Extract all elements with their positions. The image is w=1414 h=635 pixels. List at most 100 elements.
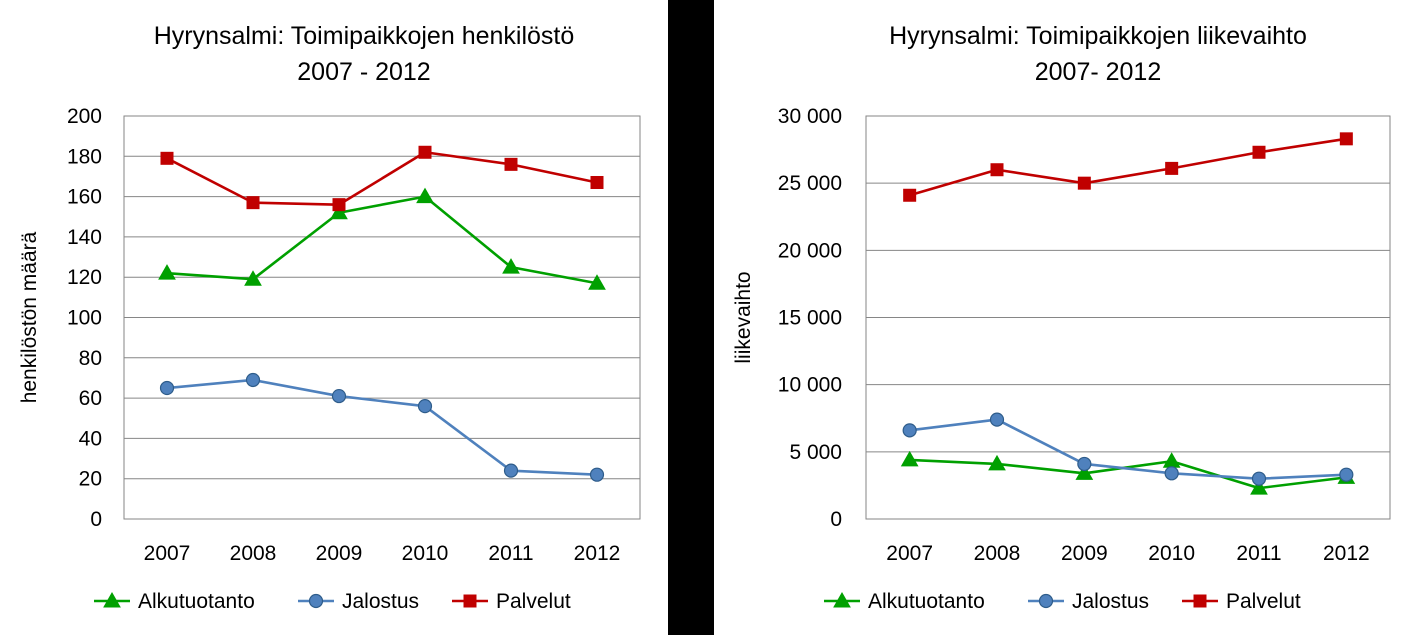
legend-marker [103, 591, 121, 608]
data-point [1075, 464, 1094, 480]
data-point [1339, 132, 1353, 146]
legend-label: Palvelut [496, 590, 571, 613]
chart-henkilosto: Hyrynsalmi: Toimipaikkojen henkilöstö200… [18, 22, 641, 613]
y-tick-label: 80 [79, 347, 102, 370]
y-tick-label: 25 000 [778, 172, 842, 195]
series-alkutuotanto [158, 187, 606, 290]
legend-label: Jalostus [1072, 590, 1149, 613]
x-tick-label: 2007 [886, 542, 933, 565]
legend-label: Alkutuotanto [138, 590, 255, 613]
legend-item: Jalostus [1028, 590, 1149, 613]
y-tick-label: 200 [67, 105, 102, 128]
data-point [988, 454, 1006, 471]
y-tick-label: 60 [79, 387, 102, 410]
series-palvelut [160, 145, 604, 212]
chart-liikevaihto: Hyrynsalmi: Toimipaikkojen liikevaihto 20… [732, 22, 1391, 613]
x-tick-label: 2009 [316, 542, 363, 565]
series-line [909, 137, 1347, 197]
series-jalostus [159, 372, 605, 482]
y-tick-label: 30 000 [778, 105, 842, 128]
data-point [160, 151, 174, 165]
x-tick-label: 2012 [1323, 542, 1370, 565]
data-point [1164, 466, 1179, 481]
series-line [909, 458, 1347, 490]
data-point [900, 450, 919, 467]
data-point [158, 264, 176, 280]
chart-title-line: 2007 - 2012 [297, 58, 430, 86]
data-point [1250, 479, 1268, 495]
y-tick-label: 15 000 [778, 307, 842, 330]
x-tick-label: 2010 [402, 542, 449, 565]
data-point [902, 423, 917, 438]
data-point [332, 198, 346, 212]
data-point [1252, 145, 1266, 159]
x-tick-label: 2011 [488, 542, 533, 565]
y-tick-label: 5 000 [789, 441, 842, 464]
legend-item: Palvelut [1182, 590, 1301, 613]
data-point [416, 187, 434, 204]
data-point [590, 175, 604, 189]
chart-title-line: Hyrynsalmi: Toimipaikkojen henkilöstö [154, 22, 575, 50]
data-point [330, 203, 348, 220]
data-point [1165, 161, 1179, 175]
data-point [1077, 456, 1092, 472]
data-point [589, 467, 605, 482]
y-tick-label: 100 [67, 307, 102, 330]
y-tick-label: 0 [90, 508, 102, 531]
legend-marker [1193, 594, 1207, 608]
y-tick-label: 160 [67, 186, 102, 209]
y-tick-label: 20 000 [778, 239, 842, 262]
x-tick-label: 2010 [1148, 542, 1195, 565]
data-point [1251, 471, 1267, 486]
legend-marker [463, 594, 477, 608]
x-tick-label: 2009 [1061, 542, 1108, 565]
legend-item: Alkutuotanto [824, 590, 985, 613]
chart-title-line: Hyrynsalmi: Toimipaikkojen liikevaihto [889, 22, 1307, 50]
data-point [418, 145, 432, 159]
data-point [990, 163, 1004, 177]
data-point [502, 258, 520, 274]
data-point [245, 372, 261, 388]
panel-divider [668, 0, 714, 635]
y-tick-label: 120 [67, 266, 102, 289]
data-point [244, 270, 262, 286]
x-tick-label: 2011 [1236, 542, 1281, 565]
data-point [588, 274, 606, 290]
y-tick-label: 0 [830, 508, 842, 531]
y-tick-label: 10 000 [778, 374, 842, 397]
data-point [331, 388, 347, 404]
legend-label: Alkutuotanto [868, 590, 985, 613]
data-point [1339, 467, 1354, 482]
legend-marker [1038, 593, 1054, 609]
plot-area [123, 115, 641, 520]
series-line [166, 378, 598, 476]
data-point [503, 463, 519, 478]
y-tick-label: 180 [67, 145, 102, 168]
legend-label: Palvelut [1226, 590, 1301, 613]
chart-panel-henkilosto: Hyrynsalmi: Toimipaikkojen henkilöstö 200… [0, 0, 668, 635]
x-tick-label: 2012 [574, 542, 621, 565]
y-axis-title: henkilöstön määrä [18, 231, 41, 403]
series-palvelut [903, 132, 1353, 202]
series-line [166, 195, 598, 285]
chart-title-line: 2007- 2012 [1035, 58, 1162, 86]
series-jalostus [902, 412, 1354, 486]
x-tick-label: 2008 [974, 542, 1021, 565]
data-point [159, 380, 175, 396]
y-tick-label: 140 [67, 226, 102, 249]
legend-marker [308, 593, 324, 609]
x-tick-label: 2008 [230, 542, 277, 565]
series-alkutuotanto [900, 450, 1356, 495]
y-tick-label: 40 [79, 427, 102, 450]
legend-label: Jalostus [342, 590, 419, 613]
legend-item: Alkutuotanto [94, 590, 255, 613]
data-point [1077, 176, 1091, 190]
legend-item: Jalostus [298, 590, 419, 613]
plot-area [865, 115, 1391, 520]
chart-panel-liikevaihto: Hyrynsalmi: Toimipaikkojen liikevaihto 20… [714, 0, 1414, 635]
data-point [246, 196, 260, 210]
y-tick-label: 20 [79, 468, 102, 491]
data-point [903, 188, 917, 202]
series-line [166, 150, 598, 206]
data-point [1162, 452, 1181, 468]
